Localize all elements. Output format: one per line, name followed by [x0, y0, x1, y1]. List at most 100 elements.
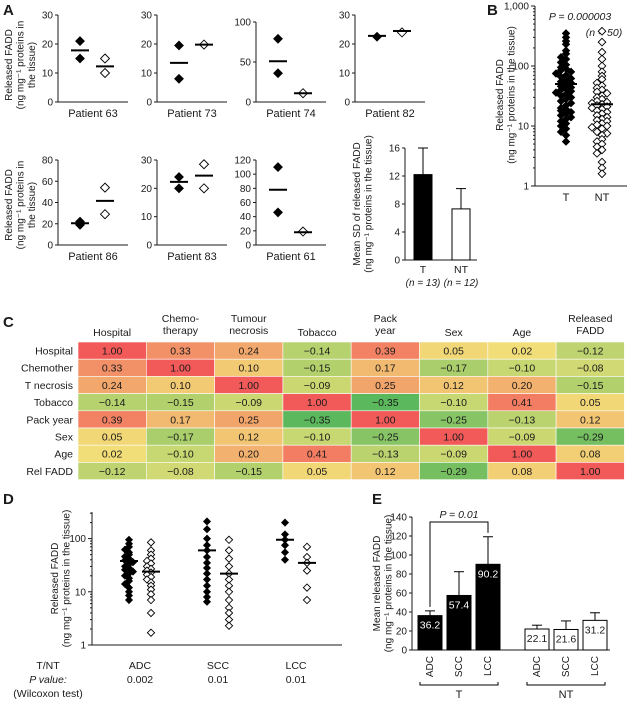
- patient-label: Patient 83: [167, 251, 217, 263]
- group-p-value: 0.01: [286, 674, 307, 686]
- y-tick-label: 60: [42, 177, 54, 188]
- tumour-point: [174, 73, 184, 84]
- y-tick-label: 10: [42, 69, 54, 80]
- heatmap-value: −0.10: [440, 397, 467, 409]
- p-value: P = 0.000003: [549, 11, 612, 23]
- tumour-point: [273, 68, 283, 79]
- tumour-point: [202, 534, 212, 543]
- nontumour-point: [224, 595, 234, 605]
- heatmap-value: −0.08: [577, 363, 604, 375]
- y-tick-label: 30: [42, 11, 54, 22]
- heatmap-value: −0.09: [509, 432, 536, 444]
- nontumour-point: [146, 608, 156, 618]
- patient-plot: 0 10 20 30 Patient 83: [141, 156, 227, 263]
- y-tick-label: 80: [42, 156, 54, 167]
- heatmap-value: −0.08: [167, 466, 194, 478]
- group-label: LCC: [285, 660, 306, 672]
- bar-category-label: SCC: [561, 656, 572, 677]
- heatmap-value: −0.09: [440, 449, 467, 461]
- bar-category-label: LCC: [483, 656, 494, 676]
- heatmap-value: −0.29: [440, 466, 467, 478]
- nontumour-point: [396, 27, 408, 38]
- tumour-point: [124, 596, 134, 605]
- nontumour-point: [302, 566, 312, 575]
- panel-d-ylabel: Released FADD(ng mg⁻¹ proteins in the ti…: [50, 510, 73, 648]
- y-tick-label: 10: [141, 69, 153, 80]
- patient-plot: 0 10 20 30 Patient 82: [339, 11, 425, 120]
- y-tick-label: 1: [523, 182, 529, 193]
- y-tick-label: 0: [245, 241, 251, 252]
- panel-letter-e: E: [372, 491, 382, 508]
- row-label-test: (Wilcoxon test): [13, 688, 82, 700]
- heatmap-value: 0.10: [239, 363, 260, 375]
- bar-category-label: SCC: [454, 656, 465, 677]
- y-tick-label: 40: [240, 212, 252, 223]
- row-label: Tobacco: [34, 397, 73, 409]
- y-tick-label: 0: [146, 98, 152, 109]
- bar-value-label: 31.2: [585, 624, 606, 636]
- heatmap-value: 1.00: [170, 363, 191, 375]
- nontumour-point: [224, 554, 234, 563]
- heatmap-value: 0.10: [170, 380, 191, 392]
- heatmap-value: 1.00: [102, 346, 123, 358]
- heatmap-value: −0.14: [99, 397, 126, 409]
- bar-category-label: ADC: [532, 656, 543, 677]
- panel-letter-d: D: [3, 491, 14, 508]
- tumour-point: [280, 548, 290, 557]
- y-tick-label: 12: [389, 172, 401, 183]
- nontumour-point: [592, 127, 602, 137]
- column-header: Chemo-therapy: [162, 313, 200, 337]
- group-label: ADC: [129, 660, 152, 672]
- y-tick-label: 100: [69, 534, 86, 545]
- bar-n: (n = 13): [406, 278, 441, 289]
- heatmap-value: −0.10: [509, 363, 536, 375]
- heatmap-value: −0.09: [235, 397, 262, 409]
- patient-label: Patient 86: [68, 251, 118, 263]
- y-tick-label: 0: [47, 241, 53, 252]
- panel-e-ylabel: Mean released FADD(ng mg⁻¹ proteins in t…: [372, 515, 395, 653]
- y-tick-label: 60: [396, 589, 408, 600]
- group-bracket: [526, 682, 606, 686]
- sd-bar: [413, 174, 433, 261]
- panel-c: C Hospital Chemo-therapy Tumour necrosis Toba…: [3, 313, 625, 480]
- y-tick-label: 16: [389, 144, 401, 155]
- nontumour-point: [597, 169, 607, 179]
- nontumour-point: [602, 88, 612, 98]
- row-label: Hospital: [35, 346, 73, 358]
- group-bracket: [419, 682, 499, 686]
- column-header: Pack year: [374, 313, 398, 337]
- y-tick-label: 30: [141, 11, 153, 22]
- category-t: T: [563, 192, 570, 204]
- p-value: P = 0.01: [439, 509, 478, 521]
- heatmap-value: 1.00: [512, 449, 533, 461]
- heatmap-value: −0.17: [440, 363, 467, 375]
- y-tick-label: 40: [42, 198, 54, 209]
- tumour-point: [174, 40, 184, 51]
- sd-bar-chart: Mean SD of released FADD(ng mg⁻¹ protein…: [352, 135, 478, 289]
- y-tick-label: 20: [240, 226, 252, 237]
- nontumour-point: [224, 587, 234, 597]
- column-header: Tobacco: [297, 327, 336, 339]
- row-label: Age: [54, 449, 73, 461]
- panel-d: D Released FADD(ng mg⁻¹ proteins in the t…: [3, 491, 342, 700]
- patient-plot: 0 10 20 30 Patient 63: [42, 11, 128, 120]
- tumour-point: [75, 36, 85, 47]
- nontumour-point: [146, 595, 156, 605]
- heatmap-value: −0.17: [167, 432, 194, 444]
- row-label: Chemother: [21, 363, 73, 375]
- bar-n: (n = 12): [444, 278, 479, 289]
- column-header: Tumour necrosis: [229, 313, 268, 337]
- nontumour-point: [198, 159, 210, 170]
- nontumour-point: [302, 542, 312, 552]
- bar-value-label: 21.6: [556, 633, 577, 645]
- heatmap-value: −0.12: [99, 466, 126, 478]
- group-label: SCC: [207, 660, 230, 672]
- sd-ylabel: Mean SD of released FADD(ng mg⁻¹ protein…: [352, 135, 375, 273]
- y-tick-label: 0: [47, 98, 53, 109]
- heatmap-value: 0.41: [307, 449, 328, 461]
- heatmap-value: 0.08: [512, 466, 533, 478]
- significance-bracket: [429, 521, 489, 607]
- tumour-point: [551, 69, 561, 78]
- heatmap-value: 1.00: [307, 397, 328, 409]
- heatmap-value: −0.15: [304, 363, 331, 375]
